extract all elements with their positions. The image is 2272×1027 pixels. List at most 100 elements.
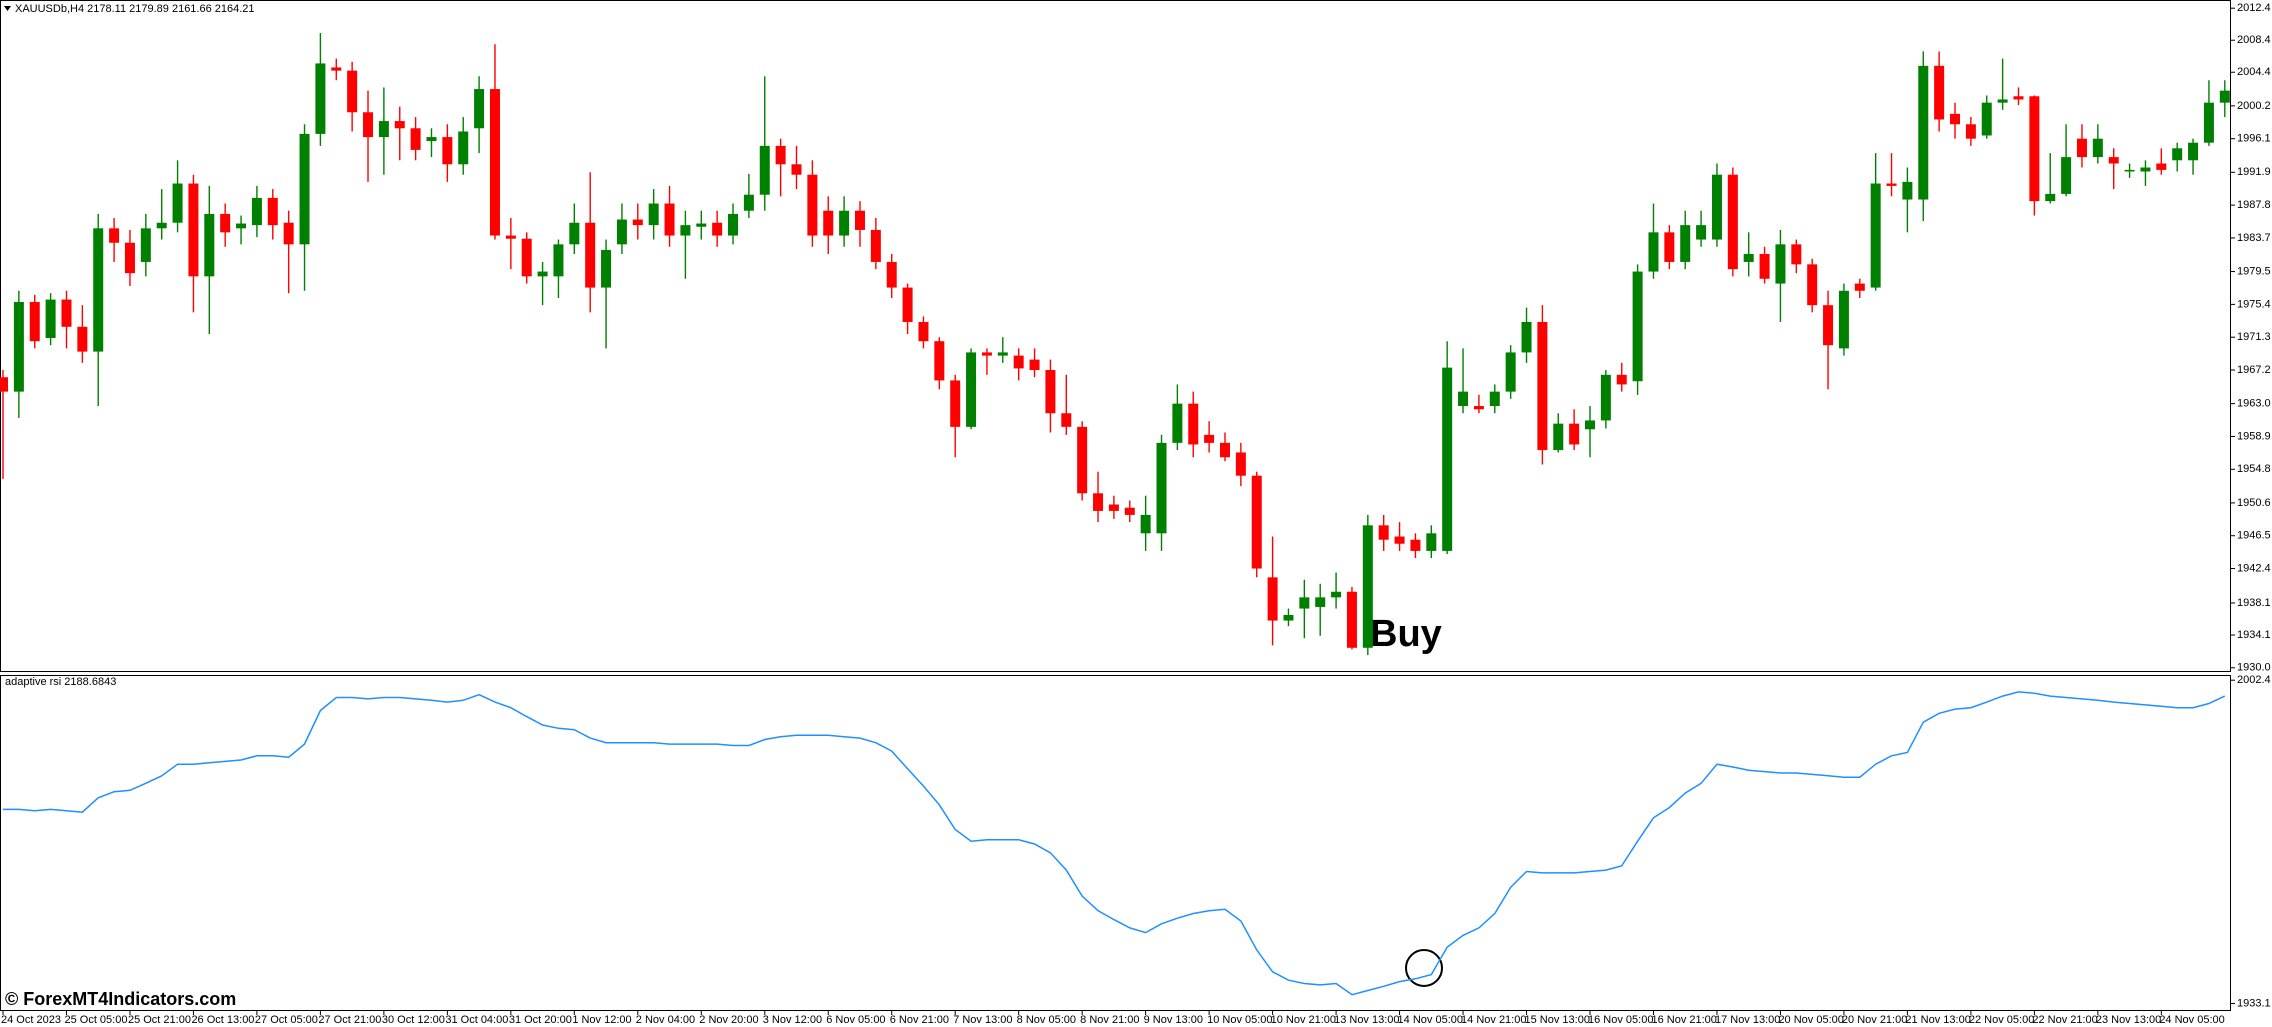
price-panel-title: XAUUSDb,H4 2178.11 2179.89 2161.66 2164.… — [15, 3, 255, 15]
candle-body — [1838, 290, 1849, 349]
candle-body — [1854, 283, 1865, 291]
candle-body — [997, 352, 1008, 356]
candle-body — [966, 352, 977, 427]
candle-body — [363, 112, 374, 138]
candle-body — [1616, 374, 1627, 385]
candle-body — [220, 213, 231, 233]
candle-body — [1537, 321, 1548, 451]
y-tick-label: 2000.2 — [2237, 100, 2271, 112]
candle-body — [886, 261, 897, 288]
candle-body — [1442, 367, 1453, 551]
x-tick-label: 6 Nov 21:00 — [890, 1014, 949, 1026]
candle-body — [1188, 403, 1199, 445]
candle-body — [347, 70, 358, 113]
candle-body — [61, 299, 72, 327]
candle-body — [1124, 507, 1135, 515]
candle-body — [2029, 96, 2040, 202]
candle-body — [1759, 253, 1770, 279]
candle-body — [2156, 163, 2167, 170]
rsi-line — [3, 691, 2226, 996]
candle-body — [13, 301, 24, 392]
candle-body — [1219, 442, 1230, 458]
candle-body — [124, 242, 135, 274]
x-tick-label: 1 Nov 12:00 — [572, 1014, 631, 1026]
candle-body — [1172, 403, 1183, 443]
x-tick-label: 16 Nov 05:00 — [1588, 1014, 1653, 1026]
candle-body — [601, 249, 612, 288]
candle-body — [870, 229, 881, 262]
x-tick-label: 20 Nov 05:00 — [1778, 1014, 1843, 1026]
y-tick-label: 1938.1 — [2237, 597, 2271, 609]
x-tick-label: 3 Nov 12:00 — [763, 1014, 822, 1026]
candle-body — [2172, 148, 2183, 161]
candle-body — [696, 223, 707, 227]
candle-body — [1775, 244, 1786, 284]
x-tick-label: 14 Nov 05:00 — [1398, 1014, 1463, 1026]
candle-body — [1632, 271, 1643, 382]
candle-body — [315, 63, 326, 134]
price-panel-frame — [0, 0, 2231, 672]
candle-body — [1997, 99, 2008, 103]
candle-body — [1743, 253, 1754, 262]
candle-body — [410, 128, 421, 150]
x-tick-label: 30 Oct 12:00 — [382, 1014, 445, 1026]
candle-body — [458, 131, 469, 165]
candle-body — [1918, 65, 1929, 200]
y-tick-label: 1987.8 — [2237, 199, 2271, 211]
candle-body — [2045, 193, 2056, 202]
candle-body — [251, 197, 262, 226]
y-tick-label: 1950.6 — [2237, 497, 2271, 509]
candle-body — [728, 213, 739, 236]
x-tick-label: 2 Nov 20:00 — [699, 1014, 758, 1026]
y-tick-label: 1983.7 — [2237, 232, 2271, 244]
candle-body — [378, 121, 389, 138]
rsi-panel-frame — [0, 675, 2231, 1011]
candle-body — [1473, 406, 1484, 410]
candle-body — [1346, 591, 1357, 648]
rsi-panel-title: adaptive rsi 2188.6843 — [5, 676, 116, 688]
candle-body — [1108, 504, 1119, 511]
y-tick-label: 1930.0 — [2237, 662, 2271, 674]
candle-body — [2092, 138, 2103, 158]
candle-body — [839, 210, 850, 236]
candle-body — [1426, 533, 1437, 551]
candle-body — [1823, 305, 1834, 346]
candle-body — [569, 222, 580, 245]
menu-triangle — [4, 6, 11, 11]
candle-body — [394, 121, 405, 129]
x-tick-label: 14 Nov 21:00 — [1461, 1014, 1526, 1026]
candle-body — [140, 228, 151, 262]
y-tick-label: 1975.4 — [2237, 298, 2271, 310]
y-tick-label: 1946.5 — [2237, 530, 2271, 542]
x-tick-label: 25 Oct 21:00 — [128, 1014, 191, 1026]
candle-body — [1362, 525, 1373, 648]
candle-body — [648, 203, 659, 226]
y-tick-label: 1991.9 — [2237, 166, 2271, 178]
candle-body — [299, 133, 310, 245]
candle-body — [1045, 370, 1056, 414]
x-tick-label: 16 Nov 21:00 — [1651, 1014, 1716, 1026]
candle-body — [1140, 514, 1151, 534]
candle-body — [29, 301, 40, 342]
x-tick-label: 27 Oct 21:00 — [318, 1014, 381, 1026]
candle-body — [1680, 225, 1691, 262]
candle-body — [743, 194, 754, 211]
candle-body — [1378, 525, 1389, 540]
candle-body — [0, 377, 8, 392]
candle-body — [2124, 169, 2135, 172]
y-tick-label: 1963.0 — [2237, 398, 2271, 410]
y-tick-label: 1967.2 — [2237, 364, 2271, 376]
x-tick-label: 26 Oct 13:00 — [191, 1014, 254, 1026]
candle-body — [950, 380, 961, 427]
candle-body — [331, 67, 342, 71]
x-tick-label: 21 Nov 13:00 — [1905, 1014, 1970, 1026]
x-tick-label: 25 Oct 05:00 — [64, 1014, 127, 1026]
x-tick-label: 22 Nov 05:00 — [1969, 1014, 2034, 1026]
x-tick-label: 8 Nov 05:00 — [1017, 1014, 1076, 1026]
candle-body — [2188, 142, 2199, 161]
candle-body — [1204, 434, 1215, 443]
x-tick-label: 10 Nov 21:00 — [1271, 1014, 1336, 1026]
x-tick-label: 10 Nov 05:00 — [1207, 1014, 1272, 1026]
candle-body — [1093, 493, 1104, 511]
